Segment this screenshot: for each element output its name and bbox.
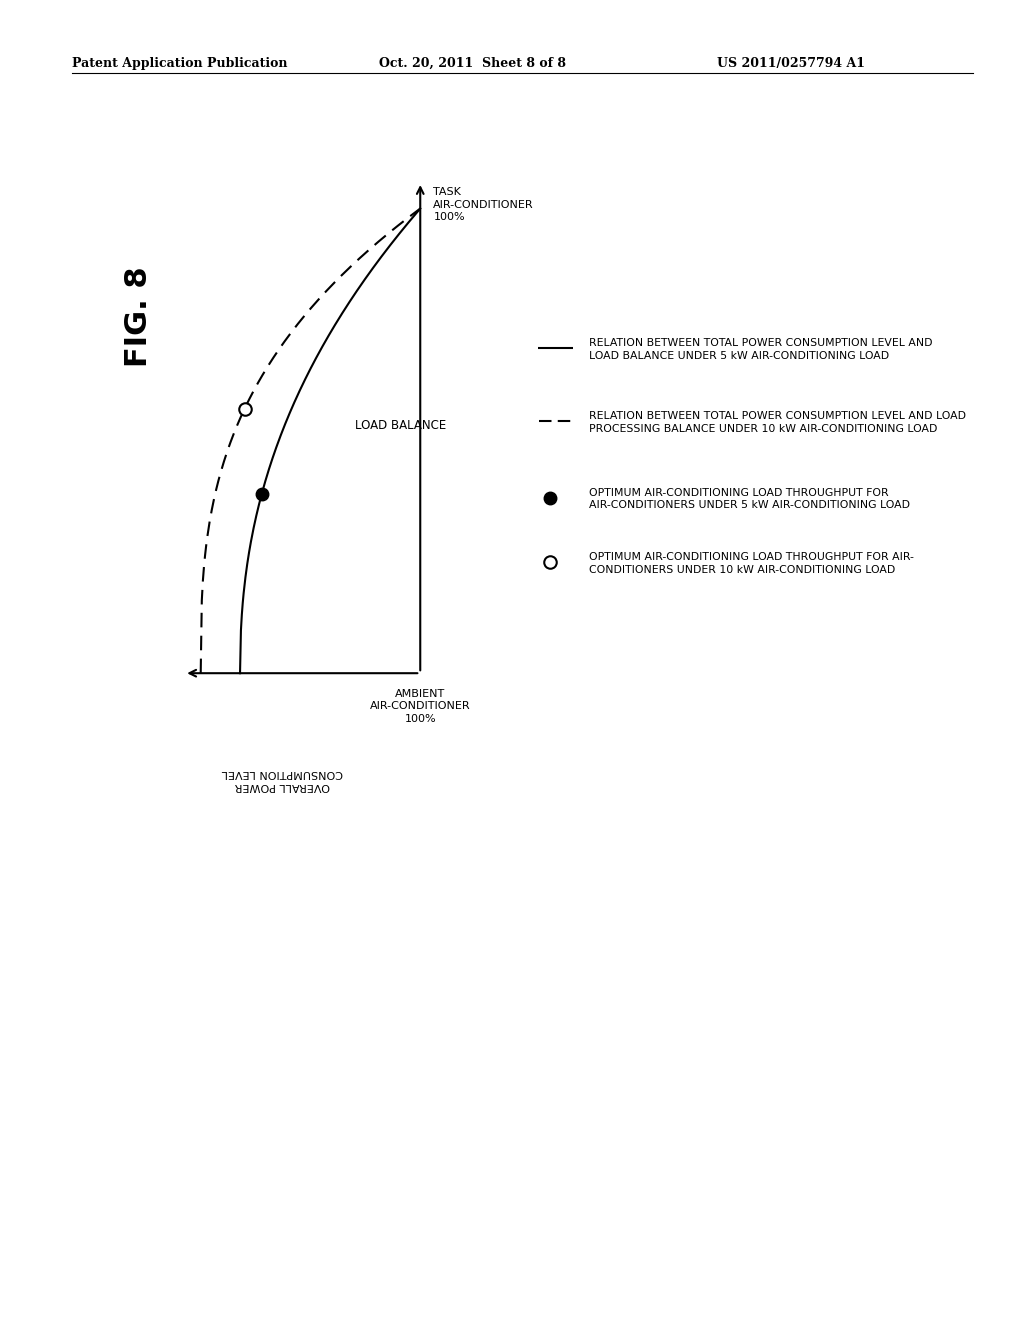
Text: TASK
AIR-CONDITIONER
100%: TASK AIR-CONDITIONER 100% <box>433 187 534 222</box>
Text: OPTIMUM AIR-CONDITIONING LOAD THROUGHPUT FOR AIR-
CONDITIONERS UNDER 10 kW AIR-C: OPTIMUM AIR-CONDITIONING LOAD THROUGHPUT… <box>589 552 913 576</box>
Text: RELATION BETWEEN TOTAL POWER CONSUMPTION LEVEL AND
LOAD BALANCE UNDER 5 kW AIR-C: RELATION BETWEEN TOTAL POWER CONSUMPTION… <box>589 338 932 362</box>
Text: US 2011/0257794 A1: US 2011/0257794 A1 <box>717 57 865 70</box>
Text: OPTIMUM AIR-CONDITIONING LOAD THROUGHPUT FOR
AIR-CONDITIONERS UNDER 5 kW AIR-CON: OPTIMUM AIR-CONDITIONING LOAD THROUGHPUT… <box>589 487 909 511</box>
Text: FIG. 8: FIG. 8 <box>124 267 153 367</box>
Text: LOAD BALANCE: LOAD BALANCE <box>354 418 446 432</box>
Text: Patent Application Publication: Patent Application Publication <box>72 57 287 70</box>
Text: RELATION BETWEEN TOTAL POWER CONSUMPTION LEVEL AND LOAD
PROCESSING BALANCE UNDER: RELATION BETWEEN TOTAL POWER CONSUMPTION… <box>589 411 966 434</box>
Text: Oct. 20, 2011  Sheet 8 of 8: Oct. 20, 2011 Sheet 8 of 8 <box>379 57 566 70</box>
Text: OVERALL POWER
CONSUMPTION LEVEL: OVERALL POWER CONSUMPTION LEVEL <box>222 768 343 791</box>
Text: AMBIENT
AIR-CONDITIONER
100%: AMBIENT AIR-CONDITIONER 100% <box>370 689 471 723</box>
